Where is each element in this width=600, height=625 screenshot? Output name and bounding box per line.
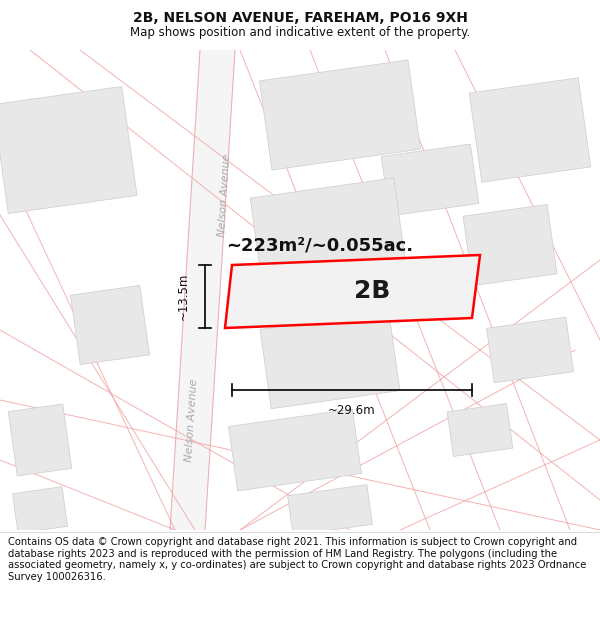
Polygon shape — [250, 178, 410, 312]
Text: ~223m²/~0.055ac.: ~223m²/~0.055ac. — [226, 236, 413, 254]
Polygon shape — [170, 50, 235, 530]
Text: Contains OS data © Crown copyright and database right 2021. This information is : Contains OS data © Crown copyright and d… — [8, 537, 586, 582]
Polygon shape — [0, 86, 137, 214]
Text: ~29.6m: ~29.6m — [328, 404, 376, 417]
Polygon shape — [447, 404, 513, 456]
Text: Nelson Avenue: Nelson Avenue — [217, 153, 233, 237]
Polygon shape — [287, 484, 373, 536]
Polygon shape — [259, 60, 421, 170]
Polygon shape — [260, 311, 400, 409]
Polygon shape — [469, 78, 591, 182]
Polygon shape — [487, 318, 574, 382]
Polygon shape — [70, 286, 149, 364]
Text: 2B, NELSON AVENUE, FAREHAM, PO16 9XH: 2B, NELSON AVENUE, FAREHAM, PO16 9XH — [133, 11, 467, 25]
Polygon shape — [8, 404, 72, 476]
Polygon shape — [229, 409, 361, 491]
Polygon shape — [463, 204, 557, 286]
Polygon shape — [225, 255, 480, 328]
Polygon shape — [13, 487, 68, 533]
Polygon shape — [381, 144, 479, 216]
Text: Map shows position and indicative extent of the property.: Map shows position and indicative extent… — [130, 26, 470, 39]
Text: Nelson Avenue: Nelson Avenue — [184, 378, 200, 462]
Text: 2B: 2B — [354, 279, 391, 304]
Text: ~13.5m: ~13.5m — [176, 272, 190, 320]
